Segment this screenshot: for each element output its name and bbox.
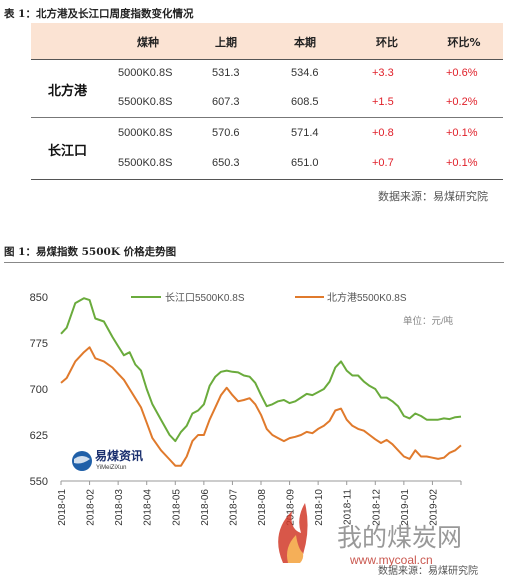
table-source: 数据来源：易煤研究院	[378, 190, 488, 203]
mycoal-watermark: 我的煤炭网 www.mycoal.cn	[278, 503, 462, 567]
port-label-yangtze: 长江口	[48, 144, 88, 159]
table-cell-change-pct: +0.1%	[446, 157, 478, 169]
col-header-change-pct: 环比%	[447, 36, 481, 49]
flame-inner-icon	[287, 535, 304, 563]
table-cell: 5500K0.8S	[118, 96, 173, 108]
chart-axes: 850 775 700 625 550 2018-01 2018-02 2018-03 2018…	[30, 292, 462, 526]
table-cell: 531.3	[212, 67, 240, 79]
table-header-band	[31, 23, 503, 59]
svg-text:YiMeiZiXun: YiMeiZiXun	[96, 465, 126, 471]
series-line-yangtze	[60, 297, 462, 443]
legend-label-north: 北方港5500K0.8S	[327, 291, 407, 304]
price-trend-chart: 850 775 700 625 550 2018-01 2018-02 2018-03 2018…	[30, 291, 478, 577]
y-tick-label: 700	[30, 384, 48, 396]
col-header-current: 本期	[294, 36, 316, 49]
table-cell: 607.3	[212, 96, 240, 108]
group-divider	[31, 117, 503, 118]
x-tick-label: 2018-11	[343, 489, 354, 525]
table-cell: 651.0	[291, 157, 319, 169]
table-cell-change: +0.7	[372, 157, 394, 169]
x-tick-label: 2019-01	[400, 489, 411, 526]
table-bottom-rule	[31, 179, 503, 180]
x-tick-label: 2019-02	[428, 489, 439, 526]
x-tick-label: 2018-12	[371, 489, 382, 526]
y-tick-label: 850	[30, 292, 48, 304]
table-cell-change: +0.8	[372, 127, 394, 139]
watermark-url: www.mycoal.cn	[349, 553, 433, 567]
watermark-brand: 我的煤炭网	[337, 524, 462, 552]
table-cell: 608.5	[291, 96, 319, 108]
x-tick-label: 2018-04	[143, 489, 154, 526]
x-tick-label: 2018-09	[286, 489, 297, 526]
table-cell: 570.6	[212, 127, 240, 139]
unit-label: 单位：元/吨	[403, 315, 454, 327]
table-caption: 表 1：北方港及长江口周度指数变化情况	[4, 8, 194, 20]
svg-text:易煤资讯: 易煤资讯	[95, 448, 143, 463]
table-cell: 650.3	[212, 157, 240, 169]
table-cell-change-pct: +0.2%	[446, 96, 478, 108]
col-header-previous: 上期	[215, 36, 237, 49]
x-tick-label: 2018-01	[57, 489, 68, 526]
x-tick-label: 2018-07	[228, 489, 239, 526]
figure-caption-rule	[4, 262, 504, 263]
flame-icon	[278, 503, 308, 563]
x-tick-label: 2018-02	[86, 489, 97, 526]
y-tick-label: 775	[30, 338, 48, 350]
table-cell-change: +3.3	[372, 67, 394, 79]
table-cell: 5000K0.8S	[118, 127, 173, 139]
series-line-north	[60, 346, 462, 467]
table-cell-change-pct: +0.1%	[446, 127, 478, 139]
table-cell: 571.4	[291, 127, 319, 139]
x-tick-label: 2018-06	[200, 489, 211, 526]
table-cell-change: +1.5	[372, 96, 394, 108]
header-divider	[31, 59, 503, 60]
y-tick-label: 550	[30, 476, 48, 488]
logo-swirl-icon	[74, 456, 90, 464]
legend-label-yangtze: 长江口5500K0.8S	[165, 292, 245, 304]
table-cell: 534.6	[291, 67, 319, 79]
col-header-coal-type: 煤种	[137, 36, 159, 49]
x-tick-label: 2018-10	[314, 489, 325, 526]
figure-caption: 图 1：易煤指数 5500K 价格走势图	[4, 246, 177, 258]
table-cell: 5000K0.8S	[118, 67, 173, 79]
col-header-change: 环比	[376, 36, 398, 49]
x-tick-label: 2018-08	[257, 489, 268, 526]
chart-series	[60, 297, 462, 467]
figure-source: 数据来源：易煤研究院	[378, 564, 478, 577]
y-tick-label: 625	[30, 430, 48, 442]
table-cell-change-pct: +0.6%	[446, 67, 478, 79]
x-tick-label: 2018-03	[114, 489, 125, 526]
port-label-north: 北方港	[48, 84, 88, 99]
yimei-logo: 易煤资讯 YiMeiZiXun	[72, 448, 143, 471]
table-cell: 5500K0.8S	[118, 157, 173, 169]
x-tick-label: 2018-05	[171, 489, 182, 526]
